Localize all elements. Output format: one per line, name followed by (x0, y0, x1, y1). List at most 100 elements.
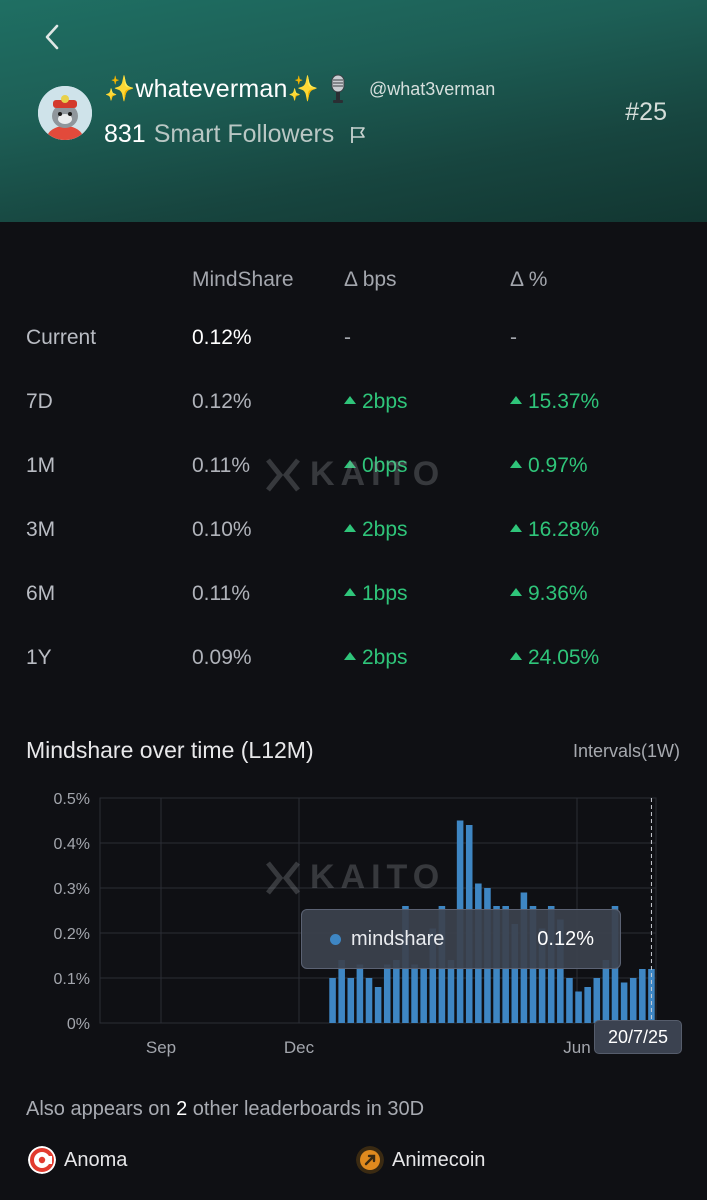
table-row: 7D 0.12% 2bps 15.37% (0, 372, 707, 436)
up-arrow-icon (344, 588, 356, 596)
chart-bar (374, 987, 382, 1023)
row-pct-cell: 15.37% (510, 390, 599, 414)
chart-bar (629, 978, 637, 1023)
back-arrow-icon[interactable] (40, 22, 66, 52)
table-row: 6M 0.11% 1bps 9.36% (0, 564, 707, 628)
table-row: 1M 0.11% 0bps 0.97% (0, 436, 707, 500)
up-arrow-icon (510, 524, 522, 532)
chart-bar (338, 960, 345, 1023)
other-leaderboards-text: Also appears on 2 other leaderboards in … (26, 1098, 424, 1121)
chart-bar (593, 978, 601, 1023)
user-handle[interactable]: @what3verman (368, 78, 496, 99)
chart-bar (329, 978, 336, 1023)
crosshair-date-label: 20/7/25 (594, 1020, 682, 1054)
table-row: 3M 0.10% 2bps 16.28% (0, 500, 707, 564)
avatar[interactable] (38, 86, 92, 140)
row-bps-cell: 2bps (344, 518, 408, 542)
up-arrow-icon (510, 396, 522, 404)
smart-followers: 831 Smart Followers (104, 120, 368, 149)
kaito-logo-icon (266, 457, 300, 492)
row-pct-cell: 0.97% (510, 454, 588, 478)
mindshare-table: MindShare Δ bps Δ % Current 0.12% - - 7D… (0, 250, 707, 692)
chart-bar (538, 928, 546, 1023)
row-mindshare: 0.11% (192, 454, 250, 477)
up-arrow-icon (344, 652, 356, 660)
row-mindshare: 0.10% (192, 518, 252, 541)
interval-selector[interactable]: Intervals(1W) (572, 741, 680, 761)
chart-bar (602, 960, 610, 1023)
name-row: ✨whateverman✨ @what3verman (104, 74, 495, 104)
chart-bar (347, 978, 355, 1023)
chart-bar (356, 964, 364, 1023)
column-header-mindshare: MindShare (192, 268, 294, 291)
chart-bar (511, 924, 519, 1023)
y-tick-label: 0.3% (54, 881, 90, 898)
chart-tooltip: mindshare 0.12% (301, 909, 621, 969)
up-arrow-icon (344, 524, 356, 532)
table-row: Current 0.12% - - (0, 308, 707, 372)
row-bps: 2bps (362, 390, 408, 413)
chart-bar (584, 987, 591, 1023)
leaderboard-item-anoma[interactable]: Anoma (28, 1146, 127, 1174)
row-bps-cell: 0bps (344, 454, 408, 478)
y-tick-label: 0% (67, 1016, 90, 1033)
row-pct: 15.37% (528, 390, 600, 413)
chart-bar (420, 969, 427, 1023)
chart-bar (411, 964, 418, 1023)
display-name: ✨whateverman✨ (104, 74, 319, 103)
row-bps-cell: 2bps (344, 646, 408, 670)
leaderboard-name: Anoma (64, 1148, 128, 1171)
leaderboard-name: Animecoin (392, 1148, 486, 1171)
column-header-delta-bps: Δ bps (344, 268, 397, 291)
avatar-image (38, 86, 92, 140)
microphone-icon (331, 74, 345, 103)
profile-header: ✨whateverman✨ @what3verman 831 Smart Fol… (0, 0, 707, 222)
row-pct: 0.97% (528, 454, 588, 477)
flag-icon[interactable] (348, 125, 368, 145)
row-pct-cell: 24.05% (510, 646, 599, 670)
row-period: 1M (26, 454, 56, 477)
chart-bar (639, 969, 646, 1023)
chart-bar (393, 960, 400, 1023)
kaito-logo-icon (266, 860, 300, 895)
y-tick-label: 0.4% (54, 836, 90, 853)
also-prefix: Also appears on (26, 1098, 171, 1120)
watermark-text: KAITO (310, 858, 446, 896)
table-header: MindShare Δ bps Δ % (0, 250, 707, 308)
row-bps-cell: 1bps (344, 582, 408, 606)
row-mindshare: 0.12% (192, 326, 252, 349)
up-arrow-icon (344, 396, 356, 404)
up-arrow-icon (344, 460, 356, 468)
row-mindshare: 0.12% (192, 390, 252, 413)
row-pct: - (510, 326, 517, 349)
row-pct: 24.05% (528, 646, 600, 669)
row-period: 3M (26, 518, 56, 541)
chart-bar (383, 964, 391, 1023)
chart-bar (620, 982, 628, 1023)
row-pct: 9.36% (528, 582, 588, 605)
leaderboard-list: Anoma Animecoin (0, 1146, 707, 1182)
watermark-text: KAITO (310, 455, 446, 493)
row-bps: 1bps (362, 582, 408, 605)
row-mindshare: 0.09% (192, 646, 252, 669)
tooltip-value: 0.12% (537, 927, 594, 950)
rank-badge: #25 (625, 98, 667, 126)
row-bps: 0bps (362, 454, 408, 477)
row-bps-cell: 2bps (344, 390, 408, 414)
kaito-watermark-chart: KAITO (266, 858, 445, 897)
series-dot-icon (330, 933, 341, 945)
row-period: 1Y (26, 646, 52, 669)
y-tick-label: 0.5% (54, 791, 90, 808)
chart-bar (447, 960, 455, 1023)
chart-bar (365, 978, 373, 1023)
chart-bar (575, 991, 582, 1023)
tooltip-label: mindshare (351, 927, 445, 950)
up-arrow-icon (510, 588, 522, 596)
column-header-delta-pct: Δ % (510, 268, 548, 291)
y-tick-label: 0.2% (54, 926, 90, 943)
row-period: 6M (26, 582, 56, 605)
leaderboard-item-animecoin[interactable]: Animecoin (356, 1146, 485, 1174)
row-pct-cell: 16.28% (510, 518, 599, 542)
animecoin-logo-icon (356, 1146, 384, 1174)
up-arrow-icon (510, 652, 522, 660)
